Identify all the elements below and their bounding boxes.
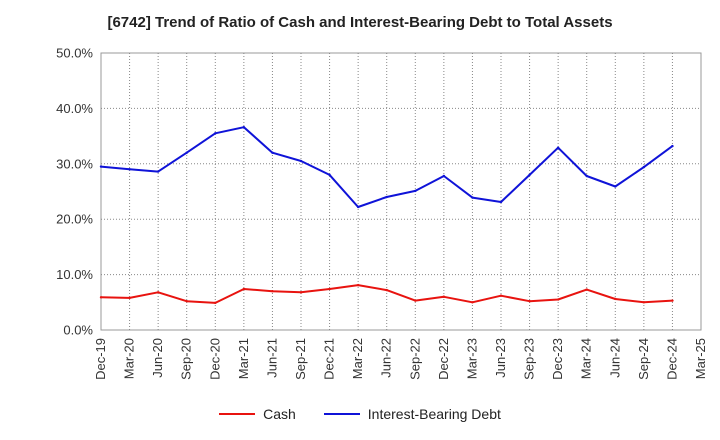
x-tick-label: Sep-23	[522, 338, 537, 380]
y-tick-label: 10.0%	[56, 267, 93, 282]
y-tick-label: 0.0%	[63, 323, 93, 338]
x-tick-label: Dec-23	[550, 338, 565, 380]
data-point-cash	[414, 299, 417, 302]
data-point-cash	[442, 295, 446, 298]
x-tick-label: Mar-21	[236, 338, 251, 379]
data-point-interest-bearing-debt	[585, 174, 588, 178]
legend-swatch-cash	[219, 413, 256, 415]
data-point-interest-bearing-debt	[556, 146, 560, 149]
x-tick-label: Dec-22	[436, 338, 451, 380]
data-point-cash	[214, 301, 217, 305]
data-point-cash	[642, 301, 646, 304]
data-point-interest-bearing-debt	[528, 173, 531, 177]
data-point-cash	[556, 298, 560, 301]
data-point-cash	[356, 283, 360, 287]
plot-frame	[100, 52, 702, 331]
x-tick-label: Mar-20	[122, 338, 137, 379]
x-tick-label: Sep-21	[293, 338, 308, 380]
data-point-cash	[671, 299, 674, 302]
data-point-interest-bearing-debt	[442, 174, 446, 178]
data-point-interest-bearing-debt	[414, 189, 417, 193]
data-point-interest-bearing-debt	[614, 185, 617, 188]
x-tick-label: Dec-20	[207, 338, 222, 380]
data-point-interest-bearing-debt	[499, 200, 503, 204]
y-tick-label: 40.0%	[56, 101, 93, 116]
data-point-cash	[271, 290, 274, 293]
data-point-interest-bearing-debt	[185, 151, 188, 154]
x-tick-label: Jun-22	[379, 338, 394, 378]
data-point-interest-bearing-debt	[471, 196, 474, 199]
data-point-cash	[299, 291, 303, 294]
y-tick-label: 20.0%	[56, 212, 93, 227]
y-tick-label: 30.0%	[56, 156, 93, 171]
x-tick-label: Jun-20	[150, 338, 165, 378]
data-point-interest-bearing-debt	[242, 126, 246, 129]
data-point-interest-bearing-debt	[671, 144, 674, 148]
data-point-cash	[242, 287, 246, 291]
x-tick-label: Mar-22	[350, 338, 365, 379]
x-tick-label: Dec-19	[93, 338, 108, 380]
x-tick-label: Sep-20	[179, 338, 194, 380]
data-point-cash	[385, 288, 388, 292]
data-point-interest-bearing-debt	[214, 132, 217, 135]
data-point-cash	[499, 294, 503, 297]
data-point-cash	[614, 297, 617, 301]
x-tick-label: Dec-24	[664, 338, 679, 380]
chart-title: [6742] Trend of Ratio of Cash and Intere…	[107, 14, 613, 31]
data-point-cash	[528, 299, 531, 303]
data-point-cash	[99, 296, 103, 299]
legend: Cash Interest-Bearing Debt	[0, 404, 720, 424]
data-point-interest-bearing-debt	[642, 165, 646, 169]
legend-label-cash: Cash	[263, 406, 296, 422]
data-point-cash	[585, 288, 588, 291]
x-tick-label: Mar-23	[464, 338, 479, 379]
legend-item-cash: Cash	[219, 406, 296, 422]
data-point-cash	[128, 296, 131, 300]
x-tick-label: Mar-25	[693, 338, 708, 379]
data-point-cash	[156, 291, 160, 294]
x-tick-label: Sep-22	[407, 338, 422, 380]
y-tick-label: 50.0%	[56, 46, 93, 61]
legend-label-interest-bearing-debt: Interest-Bearing Debt	[367, 406, 501, 422]
legend-swatch-interest-bearing-debt	[323, 413, 360, 415]
data-point-cash	[185, 299, 188, 303]
x-tick-label: Mar-24	[579, 338, 594, 379]
data-point-interest-bearing-debt	[385, 195, 388, 199]
x-tick-label: Dec-21	[322, 338, 337, 380]
data-point-cash	[328, 287, 331, 291]
data-point-interest-bearing-debt	[156, 170, 160, 173]
x-tick-label: Jun-24	[607, 338, 622, 378]
legend-item-interest-bearing-debt: Interest-Bearing Debt	[323, 406, 501, 422]
x-tick-label: Jun-21	[264, 338, 279, 378]
data-point-cash	[471, 301, 474, 304]
data-point-interest-bearing-debt	[328, 173, 331, 177]
data-point-interest-bearing-debt	[299, 159, 303, 163]
data-point-interest-bearing-debt	[356, 205, 360, 209]
data-point-interest-bearing-debt	[99, 165, 103, 168]
data-point-interest-bearing-debt	[271, 151, 274, 154]
data-point-interest-bearing-debt	[128, 168, 131, 171]
x-tick-label: Sep-24	[636, 338, 651, 380]
x-tick-label: Jun-23	[493, 338, 508, 378]
